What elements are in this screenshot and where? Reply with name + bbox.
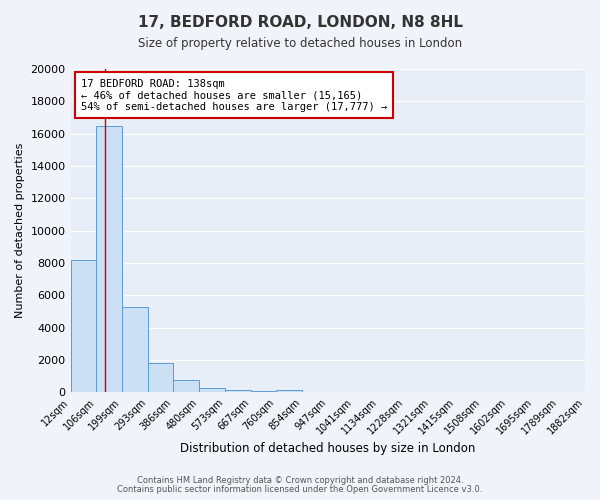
Bar xyxy=(225,390,251,392)
Y-axis label: Number of detached properties: Number of detached properties xyxy=(15,143,25,318)
Text: Contains HM Land Registry data © Crown copyright and database right 2024.: Contains HM Land Registry data © Crown c… xyxy=(137,476,463,485)
Bar xyxy=(277,390,302,392)
Bar xyxy=(97,126,122,392)
Bar xyxy=(173,380,199,392)
Bar xyxy=(122,306,148,392)
Text: 17, BEDFORD ROAD, LONDON, N8 8HL: 17, BEDFORD ROAD, LONDON, N8 8HL xyxy=(137,15,463,30)
Bar xyxy=(71,260,97,392)
Bar xyxy=(251,390,277,392)
Text: Size of property relative to detached houses in London: Size of property relative to detached ho… xyxy=(138,38,462,51)
Bar xyxy=(199,388,225,392)
X-axis label: Distribution of detached houses by size in London: Distribution of detached houses by size … xyxy=(180,442,475,455)
Text: 17 BEDFORD ROAD: 138sqm
← 46% of detached houses are smaller (15,165)
54% of sem: 17 BEDFORD ROAD: 138sqm ← 46% of detache… xyxy=(81,78,387,112)
Bar xyxy=(148,363,173,392)
Text: Contains public sector information licensed under the Open Government Licence v3: Contains public sector information licen… xyxy=(118,484,482,494)
